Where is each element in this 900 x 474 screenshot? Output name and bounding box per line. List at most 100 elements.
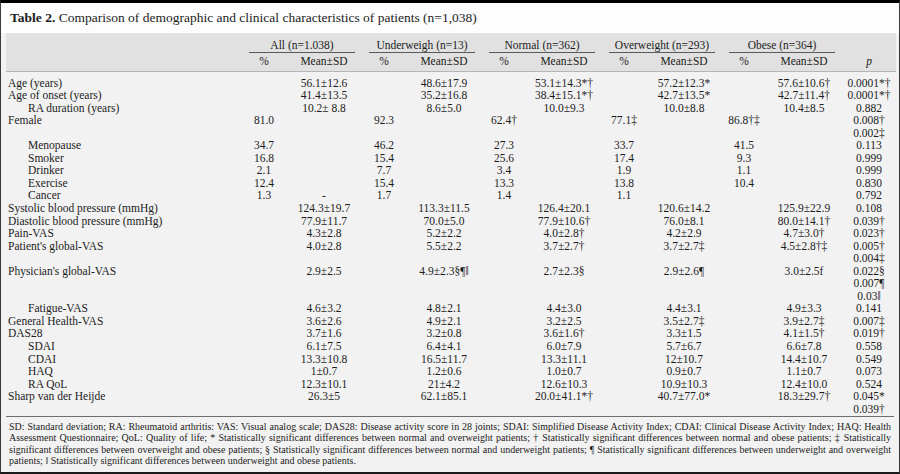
mean-sd-cell: 3.7±2.7‡ [646,240,722,265]
p-value-line: 0.002‡ [842,127,896,140]
row-label: DAS28 [6,327,242,340]
percent-cell [602,327,646,340]
table-title: Table 2. Comparison of demographic and c… [1,3,899,33]
percent-cell [362,315,406,328]
p-value-line: 0.023† [842,227,896,240]
p-value-cell: 0.0001*† [842,89,896,102]
mean-sd-cell: 4.7±3.0† [766,227,842,240]
table-row: Exercise12.415.413.313.810.40.830 [6,177,896,190]
p-value-cell: 0.005†0.004‡ [842,240,896,265]
percent-cell [722,240,766,265]
row-label: HAQ [6,365,242,378]
mean-sd-cell: 1±0.7 [286,365,362,378]
percent-cell [722,340,766,353]
table-row: Age (years)56.1±12.648.6±17.953.1±14.3*†… [6,77,896,90]
mean-sd-column-header: Mean±SD [766,53,842,72]
mean-sd-cell: 14.4±10.7 [766,353,842,366]
percent-cell [242,390,286,415]
p-value-cell: 0.022§0.007¶0.03‖ [842,265,896,303]
mean-sd-cell: 3.6±2.6 [286,315,362,328]
row-label: Fatigue-VAS [6,302,242,315]
percent-cell [362,102,406,115]
percent-cell: 7.7 [362,164,406,177]
p-value-line: 0.524 [842,378,896,391]
mean-sd-cell [286,114,362,139]
row-label: Menopause [6,139,242,152]
percent-cell: 16.8 [242,152,286,165]
percent-cell: 15.4 [362,177,406,190]
percent-cell [602,227,646,240]
mean-sd-cell: 12.4±10.0 [766,378,842,391]
p-value-line: 0.999 [842,164,896,177]
mean-sd-cell: 6.4±4.1 [406,340,482,353]
mean-sd-cell [766,164,842,177]
mean-sd-cell: 77.9±10.6† [526,215,602,228]
percent-cell: 2.1 [242,164,286,177]
percent-column-header: % [362,53,406,72]
percent-cell: 12.4 [242,177,286,190]
percent-cell [722,89,766,102]
p-value-cell: 0.0001*† [842,77,896,90]
percent-cell [602,390,646,415]
p-value-line: 0.045* [842,390,896,403]
mean-sd-cell [646,189,722,202]
mean-sd-cell: 56.1±12.6 [286,77,362,90]
p-value-cell: 0.830 [842,177,896,190]
mean-sd-cell: 3.7±2.7† [526,240,602,265]
mean-sd-cell: 4.4±3.1 [646,302,722,315]
percent-cell [722,102,766,115]
row-label: Physician's global-VAS [6,265,242,303]
table-row: DAS283.7±1.63.2±0.83.6±1.6†3.3±1.54.1±1.… [6,327,896,340]
percent-cell [602,302,646,315]
mean-sd-cell: 3.0±2.5f [766,265,842,303]
mean-sd-column-header: Mean±SD [286,53,362,72]
mean-sd-cell [766,139,842,152]
table-row: Age of onset (years)41.4±13.535.2±16.838… [6,89,896,102]
percent-cell [242,378,286,391]
percent-cell [722,227,766,240]
p-value-cell: 0.008†0.002‡ [842,114,896,139]
percent-cell [362,89,406,102]
percent-cell [482,240,526,265]
percent-cell [722,189,766,202]
percent-cell [242,353,286,366]
mean-sd-cell: 4.4±3.0 [526,302,602,315]
table-card: Table 2. Comparison of demographic and c… [0,0,900,474]
percent-cell: 33.7 [602,139,646,152]
percent-cell: 86.8†‡ [722,114,766,139]
mean-sd-cell: 3.6±1.6† [526,327,602,340]
percent-cell [602,102,646,115]
percent-cell [482,353,526,366]
mean-sd-cell: 4.9±3.3 [766,302,842,315]
percent-cell [362,390,406,415]
mean-sd-cell: 0.9±0.7 [646,365,722,378]
table-row: Menopause34.746.227.333.741.50.113 [6,139,896,152]
mean-sd-cell: 77.9±11.7 [286,215,362,228]
table-row: General Health-VAS3.6±2.64.9±2.13.2±2.53… [6,315,896,328]
percent-cell [722,353,766,366]
percent-cell [482,302,526,315]
table-header: All (n=1.038)Underweigh (n=13)Normal (n=… [6,33,896,72]
table-row: Drinker2.17.73.41.91.10.999 [6,164,896,177]
mean-sd-cell: 4.6±3.2 [286,302,362,315]
percent-cell [722,202,766,215]
mean-sd-cell: 125.9±22.9 [766,202,842,215]
percent-cell [242,202,286,215]
footnote: SD: Standard deviation; RA: Rheumatoid a… [6,416,894,472]
percent-cell [722,390,766,415]
percent-column-header: % [602,53,646,72]
p-value-line: 0.549 [842,353,896,366]
mean-sd-cell: 80.0±14.1† [766,215,842,228]
p-column-header: p [842,33,896,72]
percent-cell: 92.3 [362,114,406,139]
percent-cell [482,89,526,102]
row-label: Female [6,114,242,139]
column-group-header: Obese (n=364) [722,33,842,53]
mean-sd-cell: 10.9±10.3 [646,378,722,391]
p-value-line: 0.141 [842,302,896,315]
p-value-line: 0.039† [842,403,896,416]
p-value-line: 0.019† [842,327,896,340]
p-value-line: 0.008† [842,114,896,127]
percent-cell: 13.3 [482,177,526,190]
table-body: Age (years)56.1±12.648.6±17.953.1±14.3*†… [6,72,896,416]
